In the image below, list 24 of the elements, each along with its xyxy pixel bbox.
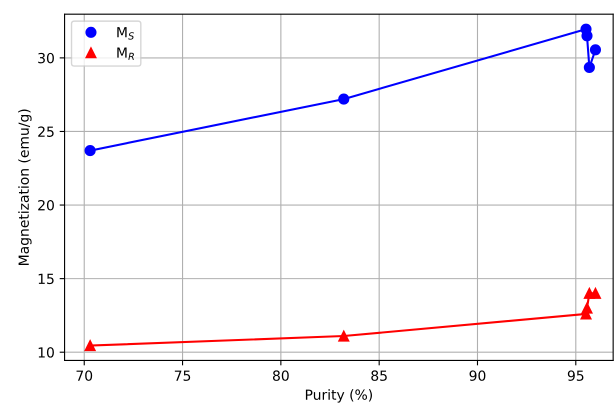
y-tick-label: 10 — [38, 347, 54, 358]
y-tick-label: 15 — [38, 274, 54, 284]
x-tick-label: 80 — [272, 370, 289, 381]
y-tick-label: 20 — [38, 200, 54, 211]
point — [590, 44, 602, 56]
point — [581, 30, 593, 42]
legend-label: M$_{R}$ — [117, 47, 134, 60]
x-tick-label: 75 — [174, 370, 190, 381]
point — [590, 288, 602, 299]
x-tick-label: 70 — [76, 370, 92, 381]
point — [338, 94, 350, 105]
point — [338, 330, 350, 342]
x-axis-title: Purity (%) — [306, 389, 372, 403]
y-axis-title: Magnetization (emu/g) — [18, 110, 32, 265]
point — [84, 340, 96, 352]
point — [584, 62, 595, 74]
y-tick-label: 25 — [38, 126, 54, 137]
x-tick-label: 95 — [568, 370, 584, 381]
legend-label: M$_{S}$ — [117, 27, 134, 40]
x-tick-label: 85 — [371, 370, 387, 381]
point — [84, 145, 96, 156]
y-tick-label: 30 — [38, 52, 54, 64]
x-tick-label: 90 — [470, 370, 486, 381]
point — [581, 302, 593, 314]
